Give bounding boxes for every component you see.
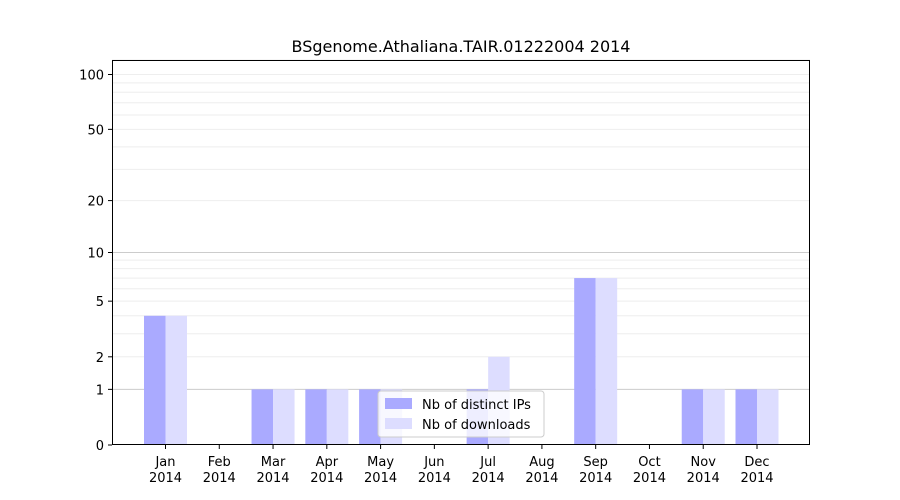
- x-tick-label: Nov 2014: [687, 455, 720, 486]
- plot-frame: [112, 60, 810, 445]
- legend-swatch: [385, 398, 412, 409]
- y-tick-label: 2: [96, 351, 104, 366]
- x-tick-label: Feb 2014: [203, 455, 236, 486]
- x-tick-label: Apr 2014: [310, 455, 343, 486]
- y-tick-label: 5: [96, 295, 104, 310]
- grid: [112, 59, 810, 390]
- x-tick-label: Dec 2014: [740, 455, 773, 486]
- x-tick-label: May 2014: [364, 455, 397, 486]
- y-tick-label: 10: [87, 247, 104, 262]
- legend: Nb of distinct IPs Nb of downloads: [377, 390, 545, 438]
- chart-title: BSgenome.Athaliana.TAIR.01222004 2014: [292, 37, 631, 56]
- y-axis: 0 1 2 5 10 20 50 100: [79, 69, 112, 454]
- bar-downloads: [595, 278, 618, 445]
- bar-distinct-ips: [735, 389, 757, 445]
- x-axis: Jan 2014 Feb 2014 Mar 2014 Apr 2014 May 2014 Jun 20…: [149, 445, 774, 486]
- bar-distinct-ips: [251, 389, 274, 445]
- legend-label: Nb of distinct IPs: [422, 398, 531, 413]
- x-tick-label: Sep 2014: [579, 455, 612, 486]
- y-tick-label: 50: [87, 123, 104, 138]
- y-tick-label: 100: [79, 69, 104, 84]
- legend-box: [377, 390, 545, 438]
- bar-distinct-ips: [574, 278, 596, 445]
- x-tick-label: Jun 2014: [418, 455, 451, 486]
- bar-downloads: [165, 315, 187, 445]
- bar-downloads: [326, 389, 349, 445]
- x-tick-label: Jul 2014: [472, 455, 505, 486]
- x-tick-label: Jan 2014: [149, 455, 182, 486]
- x-tick-label: Mar 2014: [256, 455, 289, 486]
- legend-label: Nb of downloads: [422, 418, 531, 433]
- legend-swatch: [385, 418, 412, 429]
- x-tick-label: Oct 2014: [633, 455, 666, 486]
- bar-distinct-ips: [681, 389, 704, 445]
- bar-downloads: [273, 389, 295, 445]
- bar-distinct-ips: [144, 315, 166, 445]
- y-tick-label: 20: [87, 195, 104, 210]
- bar-distinct-ips: [305, 389, 327, 445]
- bar-downloads: [757, 389, 779, 445]
- x-tick-label: Aug 2014: [525, 455, 558, 486]
- bar-distinct-ips: [359, 389, 381, 445]
- y-tick-label: 0: [96, 439, 104, 454]
- bar-downloads: [703, 389, 725, 445]
- y-tick-label: 1: [96, 383, 104, 398]
